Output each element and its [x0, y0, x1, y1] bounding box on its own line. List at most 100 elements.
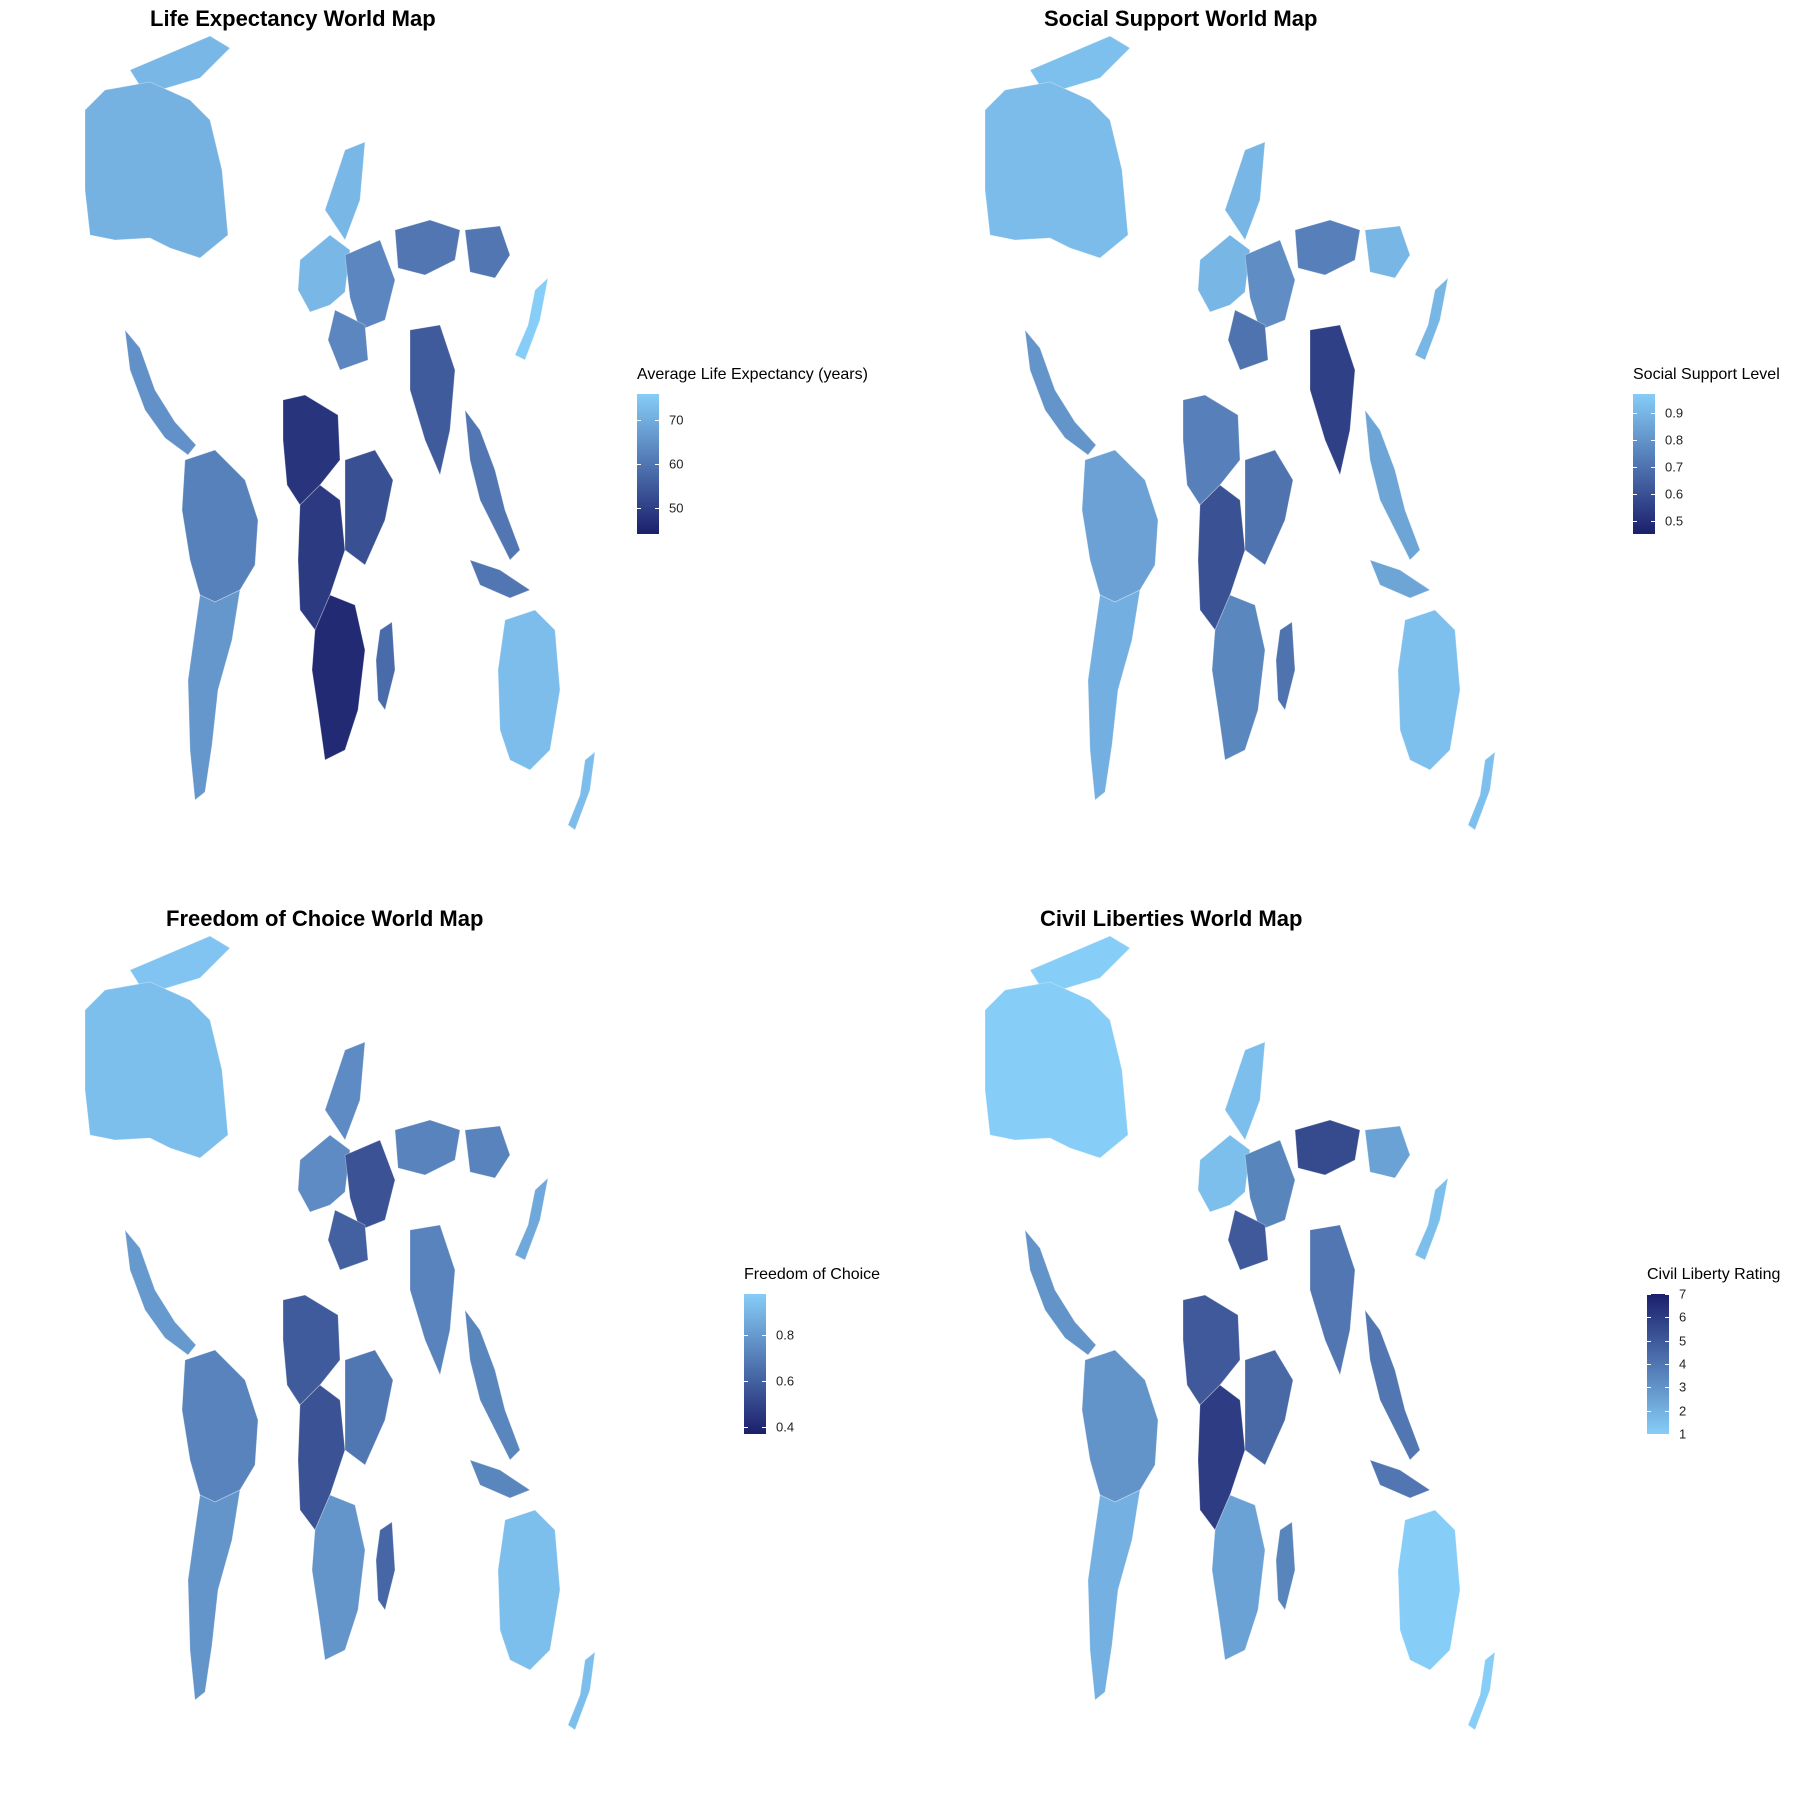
region-europe-east: [344, 239, 396, 331]
legend-gradient: [1647, 1294, 1669, 1434]
region-indonesia: [1369, 559, 1431, 599]
map-title: Freedom of Choice World Map: [166, 906, 484, 931]
legend-gradient: [744, 1294, 766, 1434]
world-map: [84, 35, 596, 831]
map-title: Social Support World Map: [1044, 6, 1318, 31]
region-east-africa: [1244, 1349, 1294, 1466]
region-southern-africa: [1211, 594, 1266, 761]
legend-gradient: [637, 394, 659, 534]
region-madagascar: [375, 621, 396, 711]
region-scandinavia: [324, 141, 366, 241]
legend-colorbar: 0.4 0.6 0.8: [744, 1294, 880, 1435]
region-new-zealand: [567, 751, 596, 831]
region-sahel: [282, 1294, 341, 1406]
region-southeast-asia: [1364, 408, 1421, 561]
region-japan: [514, 276, 549, 361]
legend-tick-label: 7: [1679, 1286, 1687, 1302]
legend-tick-label: 70: [669, 412, 684, 428]
region-central-america: [1024, 1228, 1097, 1356]
region-indonesia: [469, 1459, 531, 1499]
legend-tick-label: 0.6: [1665, 486, 1684, 502]
region-southern-africa: [311, 1494, 366, 1661]
region-russia: [394, 1119, 461, 1176]
legend-tick-label: 0.6: [776, 1373, 795, 1389]
region-greenland: [1029, 935, 1131, 991]
region-greenland: [1029, 35, 1131, 91]
region-south-asia: [1309, 324, 1356, 477]
region-indonesia: [469, 559, 531, 599]
region-south-america-north: [181, 1349, 259, 1503]
region-mongolia-china: [1364, 225, 1411, 279]
region-middle-east: [327, 1209, 369, 1271]
legend-tick-label: 3: [1679, 1379, 1687, 1395]
region-europe-west: [297, 234, 351, 313]
legend: Average Life Expectancy (years) 50 60 70: [637, 366, 868, 534]
region-mongolia-china: [464, 225, 511, 279]
region-russia: [394, 219, 461, 276]
region-central-america: [124, 1228, 197, 1356]
region-south-america-south: [187, 589, 241, 801]
legend-tick-label: 50: [669, 500, 684, 516]
region-indonesia: [1369, 1459, 1431, 1499]
legend-colorbar: 50 60 70: [637, 394, 868, 534]
region-madagascar: [375, 1521, 396, 1611]
region-new-zealand: [1467, 1651, 1496, 1731]
region-north-america: [984, 981, 1129, 1159]
region-europe-east: [1244, 239, 1296, 331]
legend: Social Support Level 0.5 0.6 0.7 0.8 0.9: [1633, 366, 1780, 534]
region-south-america-south: [1087, 1489, 1141, 1701]
legend-colorbar: 1 2 3 4 5 6 7: [1647, 1287, 1780, 1442]
legend-colorbar: 0.5 0.6 0.7 0.8 0.9: [1633, 394, 1780, 534]
region-australia: [497, 609, 561, 771]
legend-tick-label: 0.7: [1665, 459, 1684, 475]
legend-tick-label: 0.5: [1665, 513, 1684, 529]
region-east-africa: [344, 1349, 394, 1466]
region-sahel: [1182, 1294, 1241, 1406]
legend-tick-label: 4: [1679, 1356, 1687, 1372]
region-scandinavia: [1224, 1041, 1266, 1141]
region-north-america: [84, 981, 229, 1159]
region-europe-east: [344, 1139, 396, 1231]
region-middle-east: [1227, 309, 1269, 371]
legend-tick-label: 0.4: [776, 1419, 795, 1435]
region-south-asia: [409, 324, 456, 477]
region-australia: [497, 1509, 561, 1671]
legend-tick-label: 0.8: [1665, 432, 1684, 448]
region-russia: [1294, 1119, 1361, 1176]
legend-tick-label: 5: [1679, 1333, 1687, 1349]
map-title: Civil Liberties World Map: [1040, 906, 1303, 931]
region-new-zealand: [567, 1651, 596, 1731]
region-southeast-asia: [1364, 1308, 1421, 1461]
region-madagascar: [1275, 1521, 1296, 1611]
region-east-africa: [344, 449, 394, 566]
region-middle-east: [1227, 1209, 1269, 1271]
region-madagascar: [1275, 621, 1296, 711]
legend: Civil Liberty Rating 1 2 3 4 5 6 7: [1647, 1266, 1781, 1442]
civil-liberties-panel: Civil Liberties World Map Civil Liberty …: [900, 900, 1800, 1800]
social-support-panel: Social Support World Map Social Support …: [900, 0, 1800, 900]
legend-gradient: [1633, 394, 1655, 534]
world-map: [984, 35, 1496, 831]
region-mongolia-china: [464, 1125, 511, 1179]
legend-tick-label: 2: [1679, 1403, 1687, 1419]
region-southeast-asia: [464, 408, 521, 561]
legend-tick-label: 6: [1679, 1309, 1687, 1325]
legend-tick-label: 60: [669, 456, 684, 472]
region-japan: [514, 1176, 549, 1261]
legend-title: Social Support Level: [1633, 366, 1780, 383]
legend: Freedom of Choice 0.4 0.6 0.8: [744, 1266, 880, 1435]
region-europe-west: [297, 1134, 351, 1213]
region-europe-west: [1197, 234, 1251, 313]
region-central-america: [1024, 328, 1097, 456]
region-south-america-south: [1087, 589, 1141, 801]
region-scandinavia: [324, 1041, 366, 1141]
life-expectancy-panel: Life Expectancy World Map Average Life E…: [0, 0, 900, 900]
legend-title: Civil Liberty Rating: [1647, 1266, 1781, 1283]
region-europe-east: [1244, 1139, 1296, 1231]
region-russia: [1294, 219, 1361, 276]
region-australia: [1397, 1509, 1461, 1671]
region-south-asia: [1309, 1224, 1356, 1377]
region-japan: [1414, 276, 1449, 361]
region-south-america-north: [1081, 449, 1159, 603]
legend-tick-label: 0.9: [1665, 405, 1684, 421]
